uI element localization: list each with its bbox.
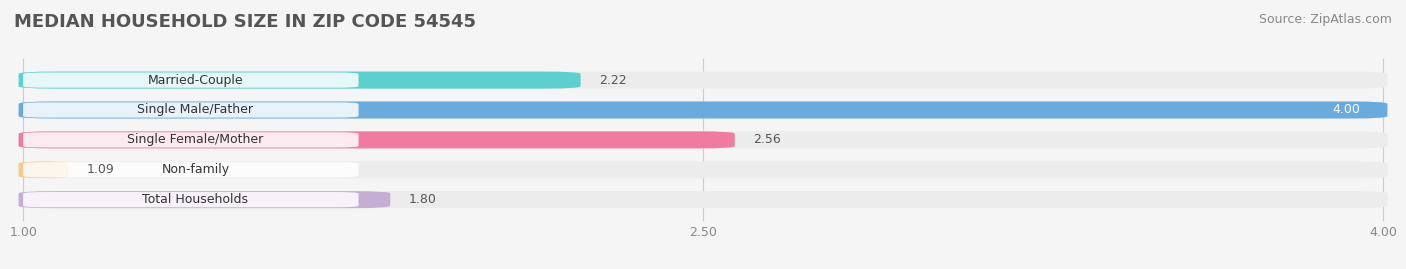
FancyBboxPatch shape: [18, 161, 69, 178]
Text: Non-family: Non-family: [162, 163, 229, 176]
Text: 2.22: 2.22: [599, 74, 627, 87]
FancyBboxPatch shape: [18, 161, 1388, 178]
Text: Married-Couple: Married-Couple: [148, 74, 243, 87]
Text: Total Households: Total Households: [142, 193, 249, 206]
Text: Single Female/Mother: Single Female/Mother: [127, 133, 263, 146]
Text: 2.56: 2.56: [752, 133, 780, 146]
FancyBboxPatch shape: [18, 72, 1388, 89]
FancyBboxPatch shape: [18, 101, 1388, 119]
Text: 1.80: 1.80: [408, 193, 436, 206]
FancyBboxPatch shape: [18, 131, 1388, 148]
FancyBboxPatch shape: [18, 191, 391, 208]
FancyBboxPatch shape: [18, 101, 1388, 119]
FancyBboxPatch shape: [22, 72, 359, 88]
FancyBboxPatch shape: [22, 102, 359, 118]
Text: Single Male/Father: Single Male/Father: [138, 104, 253, 116]
FancyBboxPatch shape: [18, 191, 1388, 208]
Text: 1.09: 1.09: [87, 163, 114, 176]
FancyBboxPatch shape: [22, 132, 359, 147]
Text: Source: ZipAtlas.com: Source: ZipAtlas.com: [1258, 13, 1392, 26]
Text: MEDIAN HOUSEHOLD SIZE IN ZIP CODE 54545: MEDIAN HOUSEHOLD SIZE IN ZIP CODE 54545: [14, 13, 477, 31]
FancyBboxPatch shape: [22, 192, 359, 207]
FancyBboxPatch shape: [22, 162, 359, 177]
FancyBboxPatch shape: [18, 72, 581, 89]
FancyBboxPatch shape: [18, 131, 735, 148]
Text: 4.00: 4.00: [1333, 104, 1360, 116]
